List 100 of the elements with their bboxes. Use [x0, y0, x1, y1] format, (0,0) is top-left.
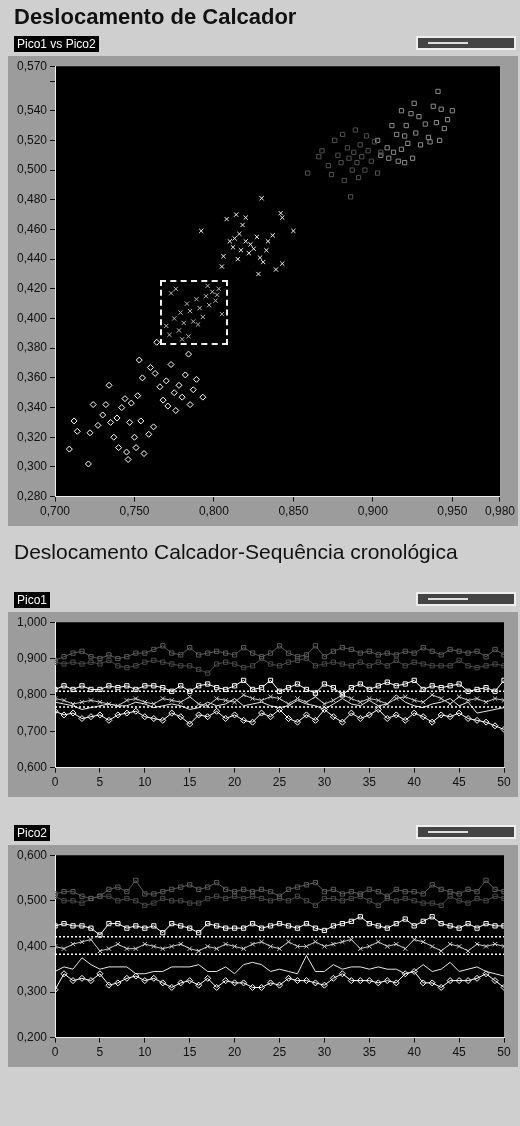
point — [187, 900, 193, 906]
point — [338, 160, 344, 166]
point — [70, 417, 78, 425]
point — [184, 301, 190, 307]
point — [456, 681, 462, 687]
point — [127, 399, 135, 407]
point — [420, 699, 426, 705]
point — [190, 318, 196, 325]
point — [78, 715, 86, 723]
point — [456, 898, 462, 904]
point — [312, 902, 319, 908]
point — [438, 902, 444, 908]
point — [411, 936, 417, 943]
point — [392, 711, 400, 719]
point — [285, 659, 292, 665]
point — [196, 701, 202, 707]
point — [339, 891, 345, 897]
point — [106, 657, 112, 663]
point — [115, 884, 121, 890]
point — [285, 685, 292, 691]
point — [142, 891, 148, 897]
point — [267, 661, 274, 667]
y-tick-label: 0,400 — [17, 938, 48, 953]
point — [115, 655, 121, 662]
point — [146, 363, 154, 371]
point — [348, 663, 354, 669]
point — [474, 889, 480, 895]
point — [169, 943, 175, 950]
point — [189, 386, 197, 394]
point — [87, 713, 95, 721]
point — [417, 142, 424, 148]
point — [347, 977, 355, 985]
point — [179, 336, 185, 342]
point — [384, 679, 390, 685]
point — [231, 235, 238, 241]
point — [97, 661, 103, 667]
point — [187, 694, 193, 700]
point — [240, 645, 247, 651]
point — [79, 699, 85, 705]
point — [438, 886, 444, 893]
point — [97, 948, 103, 954]
point — [185, 333, 192, 339]
point — [169, 898, 175, 904]
x-tick-label: 0,850 — [278, 504, 309, 519]
x-tick-label: 30 — [317, 1045, 332, 1060]
point — [251, 246, 257, 252]
point — [321, 943, 328, 950]
point — [267, 694, 274, 700]
point — [428, 979, 436, 987]
point — [61, 683, 67, 689]
point — [483, 877, 489, 883]
point — [159, 979, 167, 987]
point — [492, 646, 498, 653]
point — [330, 685, 337, 691]
point — [294, 884, 301, 890]
point — [402, 916, 408, 922]
point — [178, 898, 184, 904]
point — [197, 305, 203, 311]
point — [302, 977, 310, 985]
point — [243, 238, 249, 244]
point — [398, 108, 405, 114]
point — [294, 681, 301, 687]
point — [196, 652, 202, 658]
point — [96, 970, 104, 978]
point — [219, 311, 225, 317]
point — [220, 253, 227, 259]
point — [78, 974, 86, 982]
point — [249, 663, 256, 669]
point — [224, 216, 230, 222]
point — [390, 149, 397, 155]
point — [419, 713, 427, 721]
point — [232, 943, 238, 950]
point — [465, 920, 471, 927]
point — [446, 977, 454, 985]
point — [276, 663, 283, 669]
point — [65, 445, 73, 453]
point — [60, 970, 68, 978]
point — [455, 709, 463, 717]
point — [240, 925, 247, 931]
point — [142, 699, 148, 705]
point — [133, 695, 139, 702]
point — [357, 142, 363, 148]
point — [204, 713, 212, 721]
point — [160, 695, 166, 702]
point — [393, 657, 399, 663]
point — [132, 972, 140, 980]
point — [240, 716, 248, 724]
point — [437, 983, 445, 991]
point — [70, 923, 76, 929]
point — [393, 683, 399, 689]
point — [240, 665, 247, 671]
point — [330, 923, 337, 929]
point — [371, 139, 378, 145]
point — [168, 983, 176, 991]
point — [243, 214, 249, 221]
point — [402, 889, 408, 895]
point — [422, 121, 428, 127]
point — [339, 939, 345, 945]
point — [347, 709, 355, 717]
point — [402, 160, 408, 166]
